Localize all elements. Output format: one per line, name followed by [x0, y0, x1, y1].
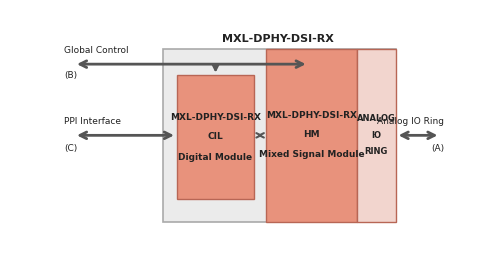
Text: HM: HM — [303, 130, 320, 139]
Text: PPI Interface: PPI Interface — [64, 117, 122, 126]
Text: IO: IO — [372, 131, 382, 140]
Text: ANALOG: ANALOG — [357, 114, 396, 123]
Text: Digital Module: Digital Module — [178, 152, 252, 162]
Text: Global Control: Global Control — [64, 46, 129, 55]
FancyBboxPatch shape — [357, 49, 396, 222]
Text: Mixed Signal Module: Mixed Signal Module — [258, 150, 364, 159]
Text: MXL-DPHY-DSI-RX: MXL-DPHY-DSI-RX — [266, 111, 357, 120]
Text: RING: RING — [364, 147, 388, 156]
Text: MXL-DPHY-DSI-RX: MXL-DPHY-DSI-RX — [170, 113, 261, 122]
Text: CIL: CIL — [208, 132, 224, 141]
Text: (A): (A) — [431, 144, 444, 153]
Text: (C): (C) — [64, 144, 78, 153]
Text: Analog IO Ring: Analog IO Ring — [377, 117, 444, 126]
FancyBboxPatch shape — [177, 76, 254, 199]
FancyBboxPatch shape — [266, 49, 357, 222]
FancyBboxPatch shape — [163, 49, 396, 222]
Text: MXL-DPHY-DSI-RX: MXL-DPHY-DSI-RX — [222, 34, 334, 44]
Text: (B): (B) — [64, 71, 78, 80]
